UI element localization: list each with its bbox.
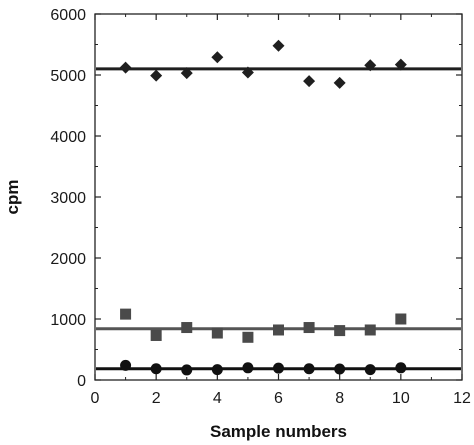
data-point-square [334, 325, 346, 337]
data-point-diamond [394, 58, 407, 71]
data-point-square [395, 313, 407, 325]
data-point-circle [364, 364, 376, 376]
data-point-diamond [241, 66, 254, 79]
x-tick-label: 12 [453, 390, 471, 407]
y-tick-label: 5000 [50, 68, 86, 85]
data-point-circle [395, 362, 407, 374]
x-tick-label: 2 [152, 390, 161, 407]
data-point-square [242, 331, 254, 343]
y-tick-label: 2000 [50, 251, 86, 268]
data-point-diamond [119, 61, 132, 74]
x-tick-label: 4 [213, 390, 222, 407]
data-point-diamond [333, 76, 346, 89]
data-point-square [303, 322, 315, 334]
data-point-circle [211, 364, 223, 376]
x-tick-label: 10 [392, 390, 410, 407]
data-point-diamond [364, 59, 377, 72]
y-axis-title: cpm [3, 180, 22, 215]
data-point-circle [242, 362, 254, 374]
x-tick-label: 8 [335, 390, 344, 407]
data-point-square [181, 322, 193, 334]
data-point-circle [303, 363, 315, 375]
data-point-circle [273, 362, 284, 374]
x-axis-title: Sample numbers [210, 422, 347, 441]
data-point-diamond [150, 69, 163, 82]
data-point-circle [150, 363, 162, 375]
data-point-diamond [180, 67, 193, 80]
data-point-square [364, 324, 376, 336]
data-point-diamond [303, 75, 316, 88]
data-point-circle [334, 363, 346, 375]
data-point-circle [181, 364, 193, 376]
y-tick-label: 1000 [50, 312, 86, 329]
axes [94, 13, 463, 381]
y-tick-label: 4000 [50, 129, 86, 146]
data-point-diamond [211, 51, 224, 64]
tick-labels: 0 2 4 6 8 10 12 0 1000 2000 3000 4000 5000 6000 [50, 7, 471, 407]
x-tick-label: 0 [91, 390, 100, 407]
data-point-square [273, 324, 284, 336]
data-point-square [150, 329, 162, 341]
y-tick-label: 0 [77, 373, 86, 390]
data-point-circle [120, 359, 132, 371]
data-point-square [120, 308, 132, 320]
data-points [119, 39, 407, 376]
data-point-diamond [272, 39, 285, 52]
data-point-square [211, 327, 223, 339]
y-tick-label: 3000 [50, 190, 86, 207]
x-tick-label: 6 [274, 390, 283, 407]
y-tick-label: 6000 [50, 7, 86, 24]
